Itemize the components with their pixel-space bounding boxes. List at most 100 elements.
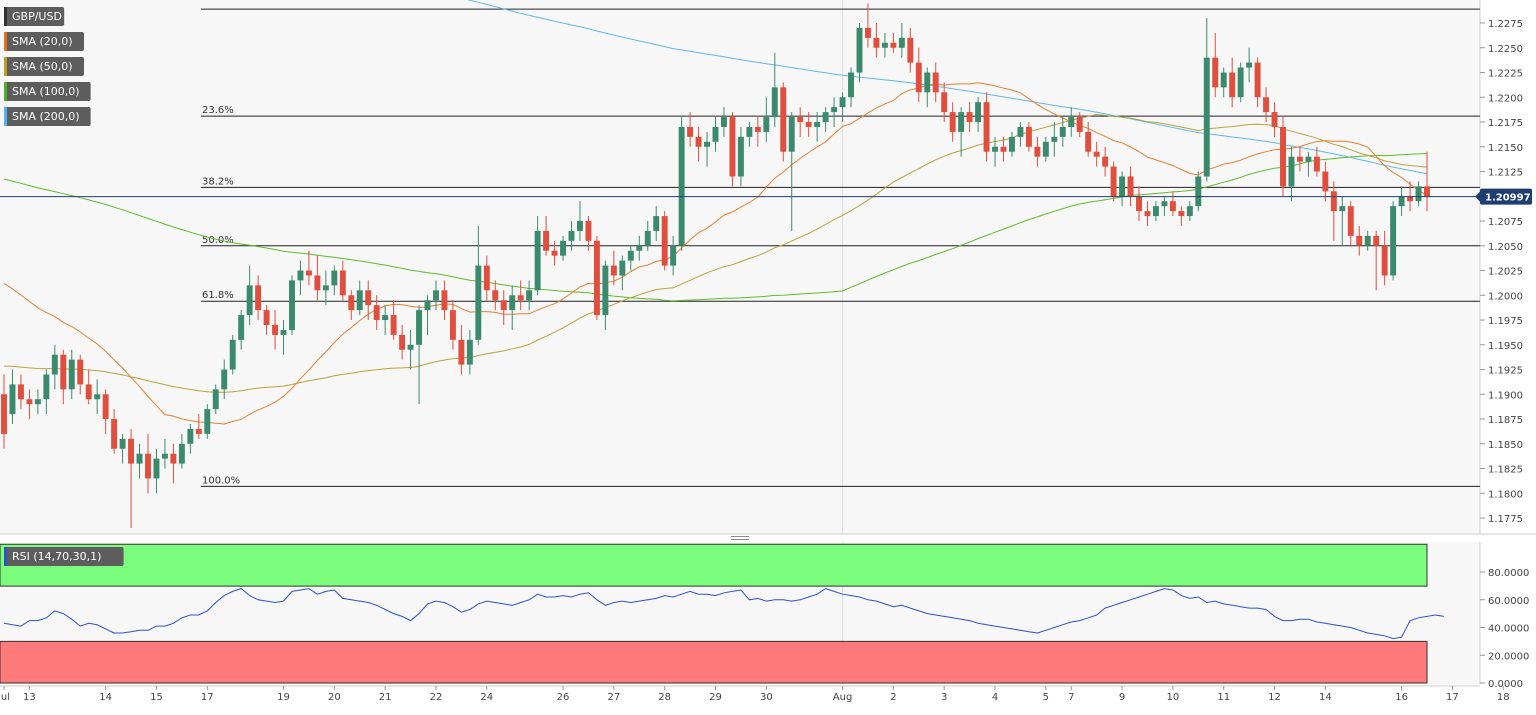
candle-body [805, 122, 812, 127]
candle-body [1, 394, 7, 434]
candle-body [1390, 206, 1397, 276]
legend-box [4, 32, 84, 51]
rsi-legend-label: RSI (14,70,30,1) [12, 550, 101, 563]
candle-body [636, 245, 643, 251]
candle-body [627, 250, 634, 261]
candle-body [890, 42, 897, 48]
candle-body [1229, 72, 1236, 98]
candle-body [568, 230, 575, 241]
x-tick-label: 17 [201, 692, 214, 703]
candle-body [771, 87, 778, 118]
x-tick-label: 2 [890, 692, 896, 703]
candle-body [145, 453, 151, 479]
candle-body [1144, 211, 1151, 217]
candle-body [153, 458, 160, 479]
sma-50-line [3, 113, 1428, 393]
candle-body [466, 339, 473, 365]
x-tick-label: 14 [1319, 692, 1332, 703]
x-tick-label: Aug [833, 692, 853, 703]
rsi-y-tick-label: 40.0000 [1488, 624, 1529, 635]
candle-body [577, 221, 583, 231]
candle-body [678, 126, 685, 246]
x-tick-label: 11 [1217, 692, 1230, 703]
candle-body [272, 324, 279, 335]
candle-body [1042, 141, 1049, 157]
x-tick-label: 3 [941, 692, 947, 703]
candle-body [754, 126, 761, 132]
candle-body [204, 409, 211, 434]
candle-body [1237, 67, 1244, 98]
fibonacci-label: 61.8% [202, 290, 234, 301]
candle-body [661, 216, 668, 266]
candle-body [51, 354, 58, 375]
y-tick-label: 1.2000 [1488, 291, 1523, 302]
candle-body [195, 428, 202, 434]
candle-body [60, 354, 67, 390]
candle-body [966, 112, 973, 123]
current-price-badge [1480, 188, 1532, 205]
candle-body [331, 270, 338, 286]
candle-body [34, 399, 41, 405]
candle-body [526, 290, 533, 301]
candle-body [653, 216, 660, 231]
y-tick-label: 1.1950 [1488, 341, 1523, 352]
y-tick-label: 1.1975 [1488, 316, 1523, 327]
candle-body [729, 117, 736, 177]
legend-swatch [4, 7, 7, 26]
candle-body [644, 230, 651, 246]
candle-body [1127, 176, 1134, 197]
candle-body [43, 374, 50, 400]
candle-body [305, 270, 312, 276]
x-tick-label: 15 [150, 692, 163, 703]
candle-body [1034, 146, 1041, 157]
candle-body [695, 136, 702, 147]
candle-body [1330, 191, 1337, 212]
fibonacci-label: 50.0% [202, 235, 234, 246]
candle-body [1008, 136, 1015, 152]
candle-body [373, 305, 380, 321]
candle-body [399, 334, 406, 350]
candle-body [382, 315, 389, 321]
rsi-legend-box [4, 547, 124, 566]
candle-body [983, 102, 990, 152]
candle-body [1280, 126, 1286, 187]
legend-box [4, 7, 65, 26]
candle-body [1119, 176, 1126, 197]
x-tick-label: 19 [277, 692, 290, 703]
candle-body [26, 399, 33, 405]
candle-body [314, 275, 321, 291]
candle-body [1000, 146, 1007, 152]
candle-body [585, 221, 592, 241]
candle-body [814, 122, 821, 127]
candle-body [161, 453, 168, 459]
candle-body [1102, 156, 1109, 167]
y-tick-label: 1.1825 [1488, 465, 1523, 476]
x-tick-label: 22 [430, 692, 443, 703]
candle-body [1076, 117, 1083, 132]
candle-body [949, 112, 956, 132]
candle-body [221, 369, 228, 390]
divider-grip [731, 536, 749, 537]
candle-body [390, 315, 397, 335]
y-tick-label: 1.2200 [1488, 93, 1523, 104]
candle-body [1178, 211, 1185, 217]
candle-body [289, 280, 295, 330]
candle-body [255, 285, 262, 311]
candle-body [1136, 196, 1142, 212]
candle-body [136, 453, 143, 464]
candle-body [704, 141, 710, 147]
legend-box [4, 107, 91, 126]
candle-body [1152, 206, 1159, 217]
candle-body [1322, 171, 1329, 192]
candle-body [881, 42, 888, 48]
candle-body [941, 92, 948, 113]
candle-body [517, 295, 524, 301]
candle-body [602, 265, 609, 316]
fibonacci-label: 23.6% [202, 105, 234, 116]
x-tick-label: 29 [709, 692, 722, 703]
x-tick-label: 12 [1268, 692, 1281, 703]
y-tick-label: 1.1800 [1488, 489, 1523, 500]
x-tick-label: 7 [1068, 692, 1074, 703]
y-tick-label: 1.2125 [1488, 168, 1523, 179]
